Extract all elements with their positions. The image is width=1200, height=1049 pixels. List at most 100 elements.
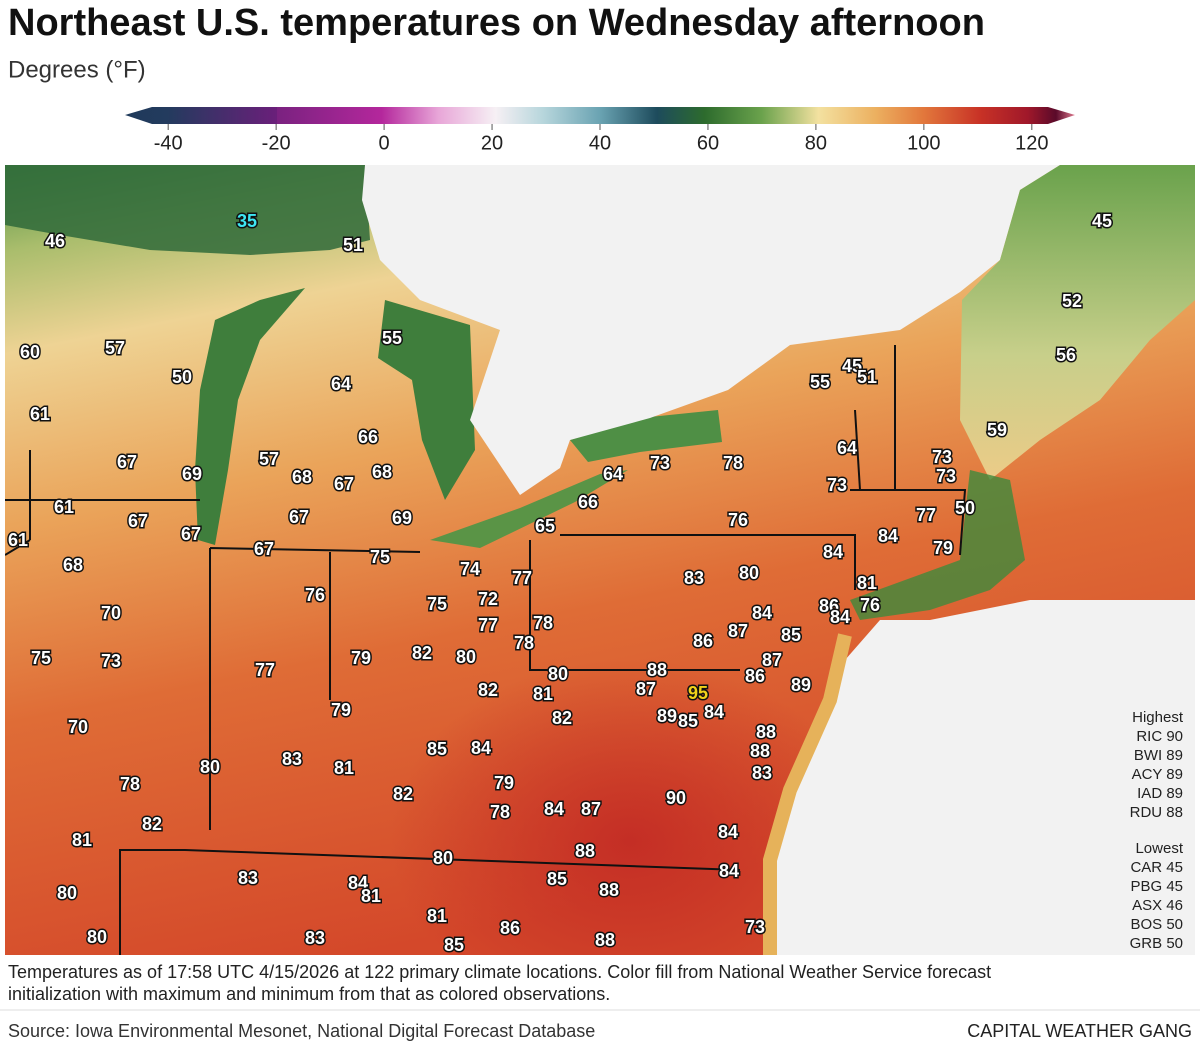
station-temp: 52 [1062,291,1082,311]
station-temp: 83 [282,749,302,769]
station-temp: 89 [791,675,811,695]
station-temp: 82 [478,680,498,700]
station-temp: 75 [427,594,447,614]
station-temp: 67 [128,511,148,531]
station-temp: 87 [636,679,656,699]
station-temp: 88 [750,741,770,761]
legend-item: RDU 88 [1130,804,1183,821]
station-temp: 73 [650,453,670,473]
station-temp: 78 [490,802,510,822]
legend-item: GRB 50 [1130,935,1183,952]
station-temp: 84 [544,799,564,819]
station-temp: 85 [781,625,801,645]
colorbar: -40 -20 0 20 40 60 80 100 120 [125,107,1075,154]
legend-item: PBG 45 [1130,878,1183,895]
lake-superior [5,165,370,255]
station-temp: 67 [254,539,274,559]
legend-item: RIC 90 [1136,728,1183,745]
legend-title: Lowest [1135,840,1183,857]
station-temp: 78 [120,774,140,794]
station-temp: 81 [427,906,447,926]
station-temp: 79 [331,700,351,720]
station-temp: 88 [756,722,776,742]
station-temp: 70 [68,717,88,737]
station-temp: 55 [382,328,402,348]
station-temp: 90 [666,788,686,808]
station-temp: 64 [837,438,857,458]
legend-title: Highest [1132,709,1184,726]
station-temp: 84 [878,526,898,546]
station-temp: 68 [63,555,83,575]
station-temp: 76 [305,585,325,605]
legend-item: ASX 46 [1132,897,1183,914]
station-temp: 61 [8,530,28,550]
colorbar-tick-label: -20 [262,132,291,154]
station-temp: 55 [810,372,830,392]
station-temp: 85 [444,935,464,955]
colorbar-tick-label: 40 [589,132,611,154]
station-temp: 83 [238,868,258,888]
station-temp: 76 [728,510,748,530]
station-temp: 83 [305,928,325,948]
station-temp: 73 [745,917,765,937]
colorbar-tick-label: 60 [697,132,719,154]
legend-item: CAR 45 [1130,859,1183,876]
station-temp: 77 [255,660,275,680]
station-temp: 67 [181,524,201,544]
station-temp: 60 [20,342,40,362]
station-temp: 69 [392,508,412,528]
colorbar-tick-label: 0 [379,132,390,154]
station-temp: 84 [823,542,843,562]
station-temp: 88 [599,880,619,900]
station-temp: 83 [752,763,772,783]
colorbar-ramp [125,107,1075,124]
station-temp: 84 [348,873,368,893]
station-temp: 50 [172,367,192,387]
station-temp: 87 [728,621,748,641]
station-temp: 51 [857,367,877,387]
station-temp: 81 [857,573,877,593]
lake-michigan [195,288,305,545]
subtitle: Degrees (°F) [8,56,146,83]
station-temp: 87 [581,799,601,819]
station-temp: 84 [830,607,850,627]
note: Temperatures as of 17:58 UTC 4/15/2026 a… [8,962,991,982]
station-temp: 88 [575,841,595,861]
station-temp: 89 [657,706,677,726]
colorbar-tick-label: 100 [907,132,940,154]
station-temp: 86 [745,666,765,686]
station-temp: 69 [182,464,202,484]
station-temp: 85 [547,869,567,889]
station-temp: 83 [684,568,704,588]
station-temp: 86 [693,631,713,651]
station-temp: 80 [433,848,453,868]
title: Northeast U.S. temperatures on Wednesday… [8,2,985,44]
station-temp: 82 [393,784,413,804]
station-temp: 95 [688,683,708,703]
station-temp: 88 [647,660,667,680]
colorbar-tick-label: 120 [1015,132,1048,154]
station-temp: 85 [678,711,698,731]
station-temp: 78 [514,633,534,653]
canada [362,165,1060,495]
station-temp: 82 [552,708,572,728]
station-temp: 77 [512,568,532,588]
coast [850,470,1025,620]
colorbar-tick-label: 80 [805,132,827,154]
station-temp: 73 [932,447,952,467]
station-temp: 45 [1092,211,1112,231]
station-temp: 87 [762,650,782,670]
station-temp: 80 [87,927,107,947]
station-temp: 67 [334,474,354,494]
station-temp: 86 [500,918,520,938]
station-temp: 84 [719,861,739,881]
station-temp: 73 [101,651,121,671]
legend: Highest RIC 90 BWI 89 ACY 89 IAD 89 RDU 88 Low… [1130,709,1184,952]
station-temp: 76 [860,595,880,615]
station-temp: 80 [200,757,220,777]
ocean [770,600,1195,955]
credit: CAPITAL WEATHER GANG [967,1021,1192,1041]
lake-erie [430,470,628,548]
state-lines [5,345,967,955]
